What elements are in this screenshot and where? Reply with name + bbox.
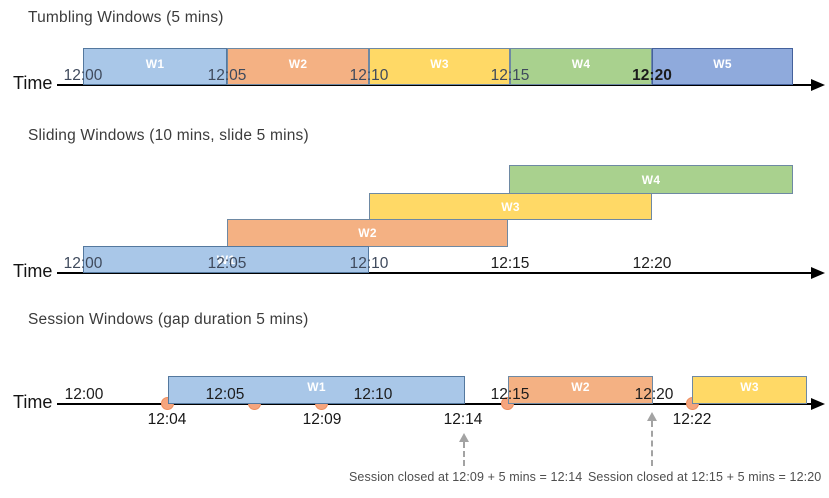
sliding-title: Sliding Windows (10 mins, slide 5 mins) <box>28 127 309 144</box>
axis-tick: 12:00 <box>63 67 103 84</box>
event-time-label: 12:14 <box>443 411 483 428</box>
sliding-time-axis <box>57 272 812 274</box>
sliding-window-w2: W2 <box>227 219 508 247</box>
axis-tick: 12:20 <box>632 67 672 84</box>
axis-tick: 12:15 <box>490 386 530 403</box>
window-label: W3 <box>430 57 449 71</box>
axis-tick: 12:15 <box>490 255 530 272</box>
axis-tick: 12:10 <box>349 67 389 84</box>
session-window-w2: W2 <box>508 376 653 404</box>
axis-tick: 12:05 <box>205 386 245 403</box>
tumbling-title: Tumbling Windows (5 mins) <box>28 9 224 26</box>
axis-tick: 12:00 <box>63 255 103 272</box>
tumbling-window-w3: W3 <box>369 48 510 85</box>
window-label: W1 <box>145 57 165 71</box>
session-title: Session Windows (gap duration 5 mins) <box>28 311 309 328</box>
session-close-arrow-icon <box>647 412 657 421</box>
event-time-label: 12:22 <box>672 411 712 428</box>
tumbling-axis-arrow-icon <box>811 79 825 91</box>
sliding-window-w4: W4 <box>509 165 793 194</box>
sliding-time-axis-label: Time <box>13 261 53 281</box>
session-close-arrow-icon <box>459 433 469 442</box>
window-label: W3 <box>501 199 520 214</box>
window-label: W3 <box>740 380 759 394</box>
window-label: W5 <box>713 57 732 71</box>
session-close-arrow-line <box>463 442 465 466</box>
session-time-axis <box>57 403 812 405</box>
tumbling-window-w4: W4 <box>510 48 652 85</box>
axis-tick: 12:10 <box>349 255 389 272</box>
window-label: W1 <box>307 380 326 394</box>
tumbling-time-axis <box>57 84 812 86</box>
axis-tick: 12:05 <box>207 255 247 272</box>
window-label: W1 <box>216 252 236 267</box>
session-window-w1: W1 <box>168 376 465 404</box>
sliding-window-w1: W1 <box>83 246 369 273</box>
axis-tick: 12:20 <box>632 255 672 272</box>
window-label: W2 <box>358 226 377 240</box>
session-close-annotation: Session closed at 12:15 + 5 mins = 12:20 <box>588 470 822 484</box>
session-time-axis-label: Time <box>13 392 53 412</box>
window-label: W2 <box>288 57 308 71</box>
sliding-window-w3: W3 <box>369 193 652 220</box>
tumbling-window-w2: W2 <box>227 48 369 85</box>
axis-tick: 12:15 <box>490 67 530 84</box>
sliding-axis-arrow-icon <box>811 267 825 279</box>
window-label: W4 <box>571 57 591 71</box>
session-window-w3: W3 <box>692 376 807 404</box>
window-label: W4 <box>641 172 661 187</box>
session-axis-arrow-icon <box>811 398 825 410</box>
event-time-label: 12:04 <box>147 411 187 428</box>
axis-tick: 12:20 <box>634 386 674 403</box>
tumbling-window-w5: W5 <box>652 48 793 85</box>
tumbling-time-axis-label: Time <box>13 73 53 93</box>
session-close-annotation: Session closed at 12:09 + 5 mins = 12:14 <box>349 470 583 484</box>
session-close-arrow-line <box>651 421 653 466</box>
event-time-label: 12:09 <box>302 411 342 428</box>
tumbling-window-w1: W1 <box>83 48 227 85</box>
axis-tick: 12:10 <box>353 386 393 403</box>
axis-tick: 12:05 <box>207 67 247 84</box>
axis-tick: 12:00 <box>64 386 104 403</box>
window-label: W2 <box>571 380 590 394</box>
